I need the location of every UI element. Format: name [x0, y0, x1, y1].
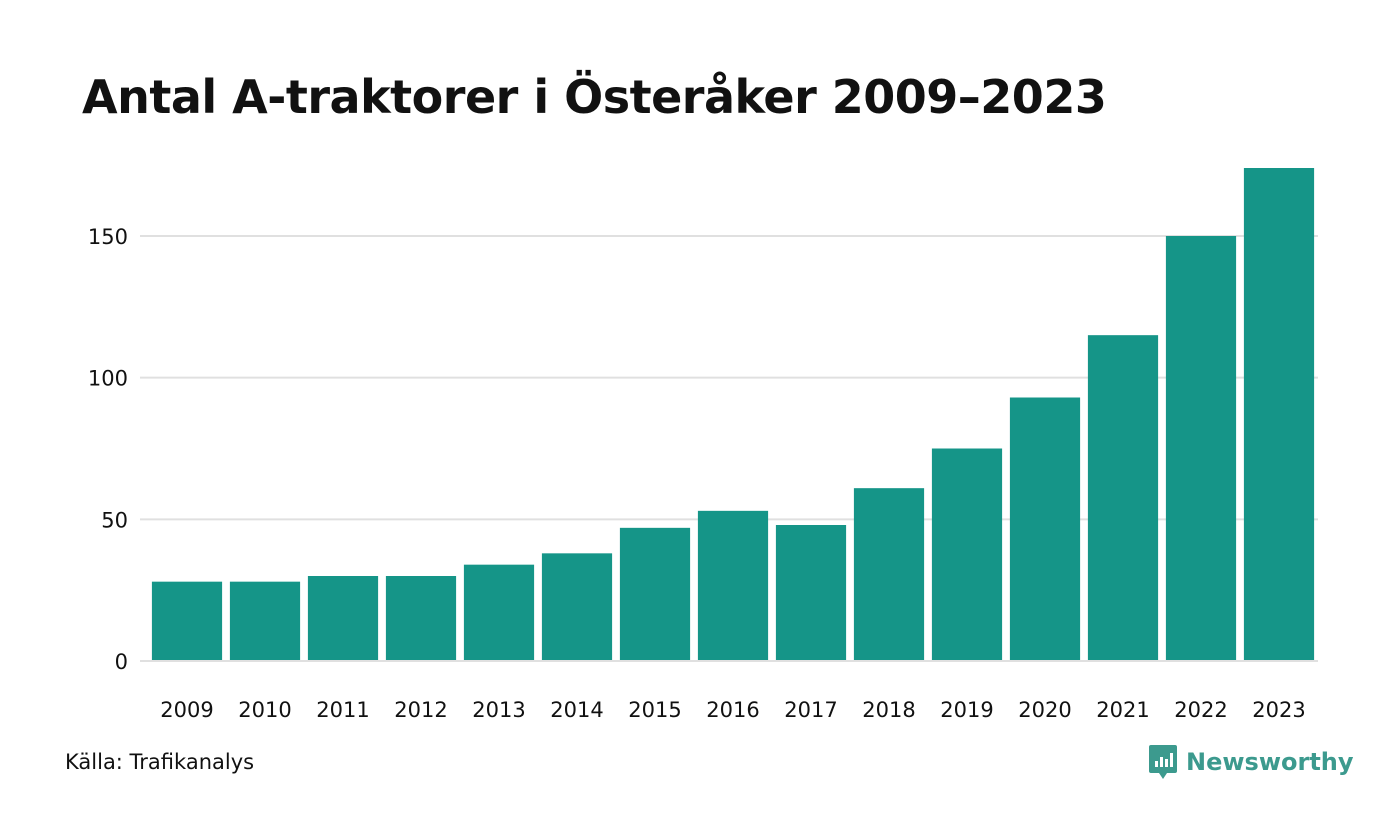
x-tick-label: 2022: [1174, 698, 1227, 722]
brand-name: Newsworthy: [1186, 748, 1354, 776]
bar-2022: [1165, 236, 1237, 661]
bar-2011: [307, 576, 379, 661]
x-tick-label: 2021: [1096, 698, 1149, 722]
bar-2020: [1009, 397, 1081, 661]
x-tick-label: 2009: [160, 698, 213, 722]
bar-2009: [151, 581, 223, 661]
y-tick-label: 0: [115, 650, 128, 674]
x-tick-label: 2013: [472, 698, 525, 722]
bar-2021: [1087, 335, 1159, 661]
bar-2012: [385, 576, 457, 661]
x-tick-label: 2017: [784, 698, 837, 722]
chart-title: Antal A-traktorer i Österåker 2009–2023: [82, 70, 1107, 124]
bar-2015: [619, 527, 691, 661]
x-tick-label: 2014: [550, 698, 603, 722]
y-tick-label: 50: [101, 508, 128, 532]
x-tick-label: 2012: [394, 698, 447, 722]
source-note: Källa: Trafikanalys: [65, 750, 255, 774]
bar-2023: [1243, 168, 1315, 661]
x-tick-label: 2018: [862, 698, 915, 722]
bars: [151, 168, 1315, 661]
bar-2010: [229, 581, 301, 661]
bar-2013: [463, 564, 535, 661]
newsworthy-logo-icon: [1149, 745, 1177, 779]
x-tick-label: 2023: [1252, 698, 1305, 722]
bar-2018: [853, 488, 925, 661]
y-tick-label: 150: [88, 225, 128, 249]
bar-2017: [775, 525, 847, 661]
y-tick-label: 100: [88, 367, 128, 391]
x-tick-label: 2016: [706, 698, 759, 722]
bar-2019: [931, 448, 1003, 661]
brand-logo: Newsworthy: [1148, 744, 1354, 780]
bar-2014: [541, 553, 613, 661]
x-tick-label: 2020: [1018, 698, 1071, 722]
bar-2016: [697, 510, 769, 661]
x-axis-ticks: 2009 2010 2011 2012 2013 2014 2015 2016 2017 2018…: [160, 698, 1305, 722]
x-tick-label: 2019: [940, 698, 993, 722]
y-axis-ticks: 0 50 100 150: [88, 225, 128, 674]
x-tick-label: 2015: [628, 698, 681, 722]
x-tick-label: 2011: [316, 698, 369, 722]
x-tick-label: 2010: [238, 698, 291, 722]
